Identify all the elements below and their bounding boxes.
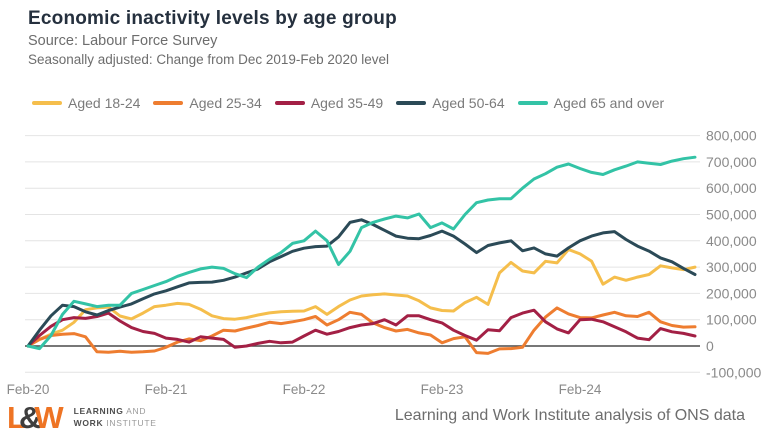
series-line-aged-35-49 (26, 308, 697, 349)
y-tick-label: 100,000 (706, 312, 757, 328)
x-tick-label: Feb-21 (145, 382, 188, 397)
x-tick-label: Feb-24 (559, 382, 602, 397)
page-title: Economic inactivity levels by age group (28, 8, 397, 29)
legend-item-aged-35-49: Aged 35-49 (274, 95, 384, 111)
lw-logo-mark: L&W (7, 400, 64, 435)
legend: Aged 18-24 Aged 25-34 Aged 35-49 Aged 50-64… (32, 95, 664, 111)
legend-label: Aged 18-24 (68, 95, 141, 111)
x-tick-label: Feb-20 (7, 382, 50, 397)
logo-text-and: AND (123, 406, 147, 417)
attribution-text: Learning and Work Institute analysis of … (394, 407, 745, 424)
y-tick-label: 200,000 (706, 285, 757, 301)
legend-label: Aged 50-64 (432, 95, 505, 111)
logo-text-institute: INSTITUTE (103, 417, 157, 428)
logo-text-line2: WORK INSTITUTE (74, 418, 157, 429)
y-tick-label: 500,000 (706, 207, 757, 223)
logo-letter-w: W (34, 400, 63, 435)
lw-logo: L&W LEARNING AND WORK INSTITUTE (7, 402, 157, 433)
legend-swatch-aged-50-64 (396, 101, 427, 105)
chart-subtitle: Seasonally adjusted: Change from Dec 201… (28, 52, 389, 67)
y-tick-label: 800,000 (706, 128, 757, 144)
legend-label: Aged 65 and over (553, 95, 665, 111)
logo-ampersand: & (18, 400, 41, 435)
x-tick-label: Feb-22 (283, 382, 326, 397)
y-tick-label: 600,000 (706, 180, 757, 196)
series-line-aged-18-24 (26, 248, 697, 348)
logo-text-learning: LEARNING (73, 406, 124, 417)
logo-text-line1: LEARNING AND (74, 406, 157, 417)
logo-letter-l: L (7, 400, 26, 435)
y-tick-label: 300,000 (706, 259, 757, 275)
y-tick-label: -100,000 (706, 364, 761, 380)
legend-label: Aged 25-34 (189, 95, 262, 111)
legend-item-aged-25-34: Aged 25-34 (153, 95, 262, 111)
chart-source-line: Source: Labour Force Survey (28, 33, 218, 49)
x-tick-label: Feb-23 (421, 382, 464, 397)
legend-item-aged-18-24: Aged 18-24 (32, 95, 140, 111)
y-tick-label: 400,000 (706, 233, 757, 249)
legend-item-aged-50-64: Aged 50-64 (396, 95, 505, 111)
legend-swatch-aged-35-49 (274, 101, 305, 105)
series-line-aged-65-and-over (26, 155, 697, 351)
legend-item-aged-65-and-over: Aged 65 and over (517, 95, 665, 111)
lw-logo-text: LEARNING AND WORK INSTITUTE (74, 406, 157, 429)
legend-swatch-aged-18-24 (32, 101, 62, 105)
legend-swatch-aged-65-and-over (517, 101, 548, 105)
series-line-aged-25-34 (26, 306, 697, 355)
y-tick-label: 700,000 (706, 154, 757, 170)
y-tick-label: 0 (706, 338, 714, 354)
logo-text-work: WORK (73, 417, 104, 428)
legend-swatch-aged-25-34 (153, 101, 184, 105)
legend-label: Aged 35-49 (310, 95, 384, 111)
series-line-aged-50-64 (26, 218, 697, 348)
